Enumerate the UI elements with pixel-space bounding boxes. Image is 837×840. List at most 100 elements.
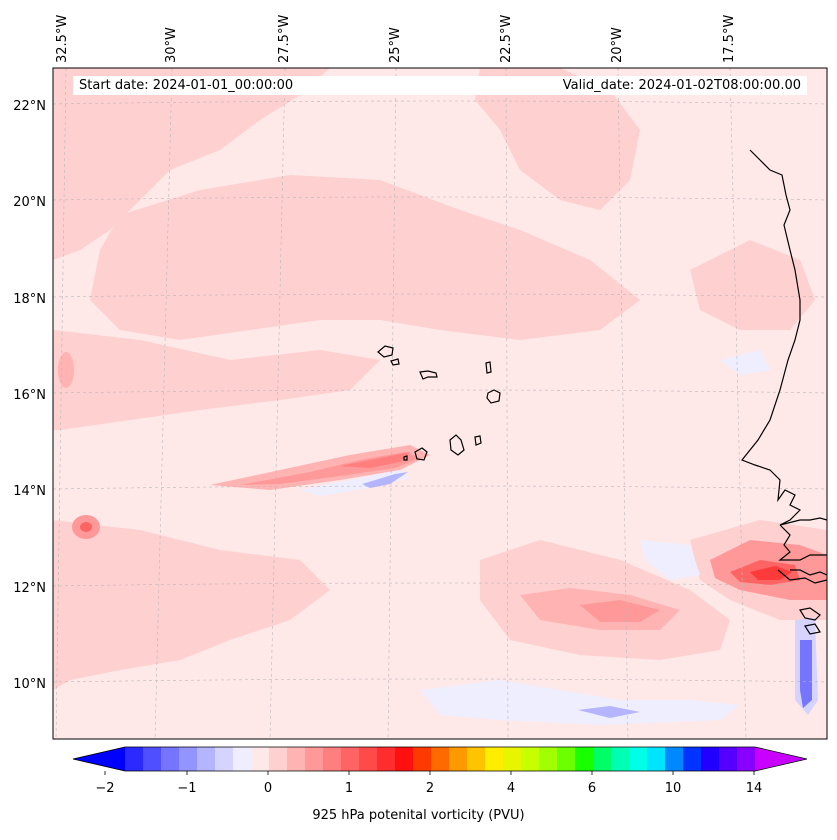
island-brava — [403, 455, 408, 461]
valid-date: Valid_date: 2024-01-02T08:00:00.00 — [562, 78, 801, 93]
lat-label: 12°N — [13, 581, 46, 596]
lat-label: 14°N — [13, 484, 46, 499]
colorbar-tick-label: 1 — [344, 781, 354, 796]
coastlines — [377, 149, 827, 635]
lon-label: 22.5°W — [499, 15, 514, 63]
lat-label: 22°N — [13, 99, 46, 114]
gridline-20n — [53, 196, 827, 201]
colorbar-segment — [539, 747, 558, 771]
gridline-22-5w — [505, 68, 509, 739]
colorbar-extend-max — [755, 747, 807, 771]
lat-label: 18°N — [13, 292, 46, 307]
lat-label: 10°N — [13, 677, 46, 692]
map-frame — [52, 67, 828, 740]
colorbar-segment — [701, 747, 720, 771]
colorbar-segment — [287, 747, 306, 771]
pv-contour — [53, 520, 330, 690]
gridline-16n — [53, 389, 827, 394]
pv-contour — [58, 352, 74, 388]
colorbar-segment — [647, 747, 666, 771]
colorbar-tick-label: −1 — [177, 781, 197, 796]
pv-contour — [53, 330, 380, 430]
colorbar-segment — [449, 747, 468, 771]
colorbar-segment — [521, 747, 540, 771]
pv-contour — [750, 566, 792, 580]
colorbar-outline — [72, 746, 808, 772]
pv-contour — [720, 350, 770, 375]
colorbar-tick-label: 14 — [745, 781, 763, 796]
colorbar-tick-label: 6 — [587, 781, 597, 796]
pv-contour — [53, 68, 330, 260]
gridline-18n — [53, 293, 827, 298]
island-maio — [474, 435, 482, 446]
gridline-22n — [53, 100, 827, 105]
gridline-30w — [154, 68, 173, 739]
colorbar-tick-label: 10 — [664, 781, 682, 796]
colorbar-segment — [359, 747, 378, 771]
gridline-17-5w — [729, 68, 747, 739]
colorbar-segment — [611, 747, 630, 771]
pv-contour — [340, 452, 410, 468]
pv-contour — [580, 600, 660, 622]
colorbar-segment — [575, 747, 594, 771]
colorbar-segment — [593, 747, 612, 771]
island-sao-nicolau — [419, 370, 438, 380]
colorbar-segment — [125, 747, 144, 771]
coast-senegal-mauritania — [741, 149, 827, 526]
pv-contour — [690, 240, 815, 330]
colorbar-segment — [269, 747, 288, 771]
colorbar-segment — [413, 747, 432, 771]
longitude-labels: 32.5°W 30°W 27.5°W 25°W 22.5°W 20°W 17.5… — [55, 15, 737, 63]
island-boa-vista — [486, 389, 501, 404]
colorbar-segment — [719, 747, 738, 771]
coast-bijagos — [799, 607, 821, 635]
lon-label: 27.5°W — [277, 15, 292, 63]
colorbar-segment — [197, 747, 216, 771]
colorbar-segment — [305, 747, 324, 771]
latitude-labels: 22°N 20°N 18°N 16°N 14°N 12°N 10°N — [13, 99, 46, 692]
island-sao-vicente — [390, 358, 400, 366]
pv-contour — [80, 522, 92, 532]
gridline-27-5w — [269, 68, 286, 739]
island-santiago — [449, 434, 465, 456]
lon-label: 32.5°W — [55, 15, 70, 63]
pv-field — [53, 68, 827, 739]
colorbar-segment — [503, 747, 522, 771]
pv-contour — [300, 470, 410, 496]
lon-label: 25°W — [388, 27, 403, 63]
colorbar-segment — [179, 747, 198, 771]
colorbar-segment — [431, 747, 450, 771]
colorbar-tick-label: 2 — [425, 781, 435, 796]
pv-contour — [640, 540, 700, 580]
colorbar-extend-min — [73, 747, 125, 771]
pv-contour — [800, 640, 812, 708]
pv-contour — [210, 445, 430, 490]
colorbar-title: 925 hPa potenital vorticity (PVU) — [312, 808, 525, 823]
lon-label: 20°W — [610, 27, 625, 63]
gridline-14n — [53, 485, 827, 490]
colorbar — [72, 746, 808, 775]
coast-gambia — [778, 524, 827, 561]
date-info-box: Start date: 2024-01-01_00:00:00 Valid_da… — [73, 76, 807, 95]
colorbar-tick-label: 4 — [506, 781, 516, 796]
colorbar-segment — [323, 747, 342, 771]
island-fogo — [414, 447, 428, 461]
island-santo-antao — [377, 345, 394, 358]
pv-contour — [578, 706, 640, 718]
pv-contour — [475, 68, 640, 210]
colorbar-segment — [395, 747, 414, 771]
colorbar-segment — [377, 747, 396, 771]
gridline-20w — [617, 68, 629, 739]
colorbar-segment — [737, 747, 756, 771]
colorbar-segment — [161, 747, 180, 771]
colorbar-segment — [485, 747, 504, 771]
start-date: Start date: 2024-01-01_00:00:00 — [79, 78, 294, 93]
lat-label: 16°N — [13, 388, 46, 403]
colorbar-segment — [143, 747, 162, 771]
gridline-12n — [53, 582, 827, 587]
colorbar-segment — [341, 747, 360, 771]
colorbar-segment — [683, 747, 702, 771]
colorbar-segment — [629, 747, 648, 771]
